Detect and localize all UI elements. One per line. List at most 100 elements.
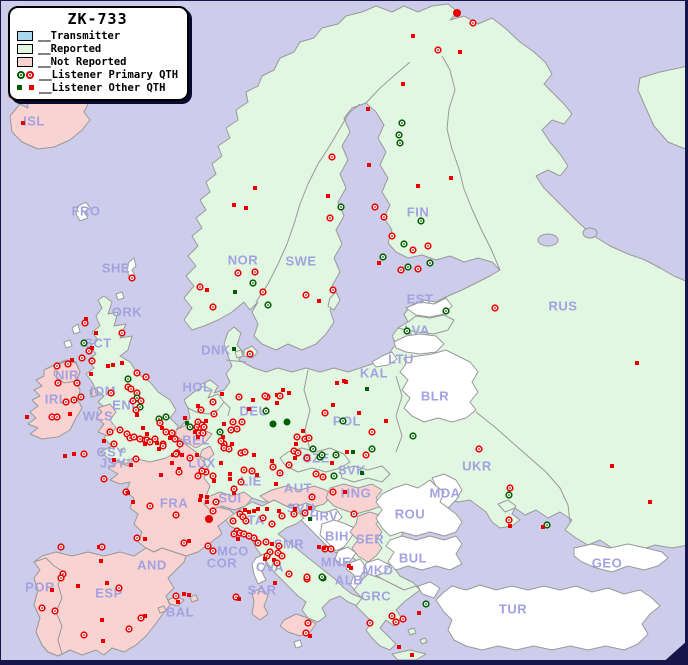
country-label-fro: FRO [72,203,101,218]
listener-marker-rp [98,543,106,551]
country-label-rou: ROU [395,506,425,521]
listener-other-swatch [17,85,34,90]
listener-marker-ro [155,441,159,445]
listener-marker-ro [170,461,174,465]
listener-marker-rp [240,466,248,474]
listener-marker-rp [115,584,123,592]
hebrides-islands [63,323,81,349]
listener-marker-rp [397,266,405,274]
listener-marker-ro [277,509,281,513]
listener-marker-rp [146,502,154,510]
listener-marker-ro [610,464,614,468]
listener-marker-ro [273,581,277,585]
listener-marker-rp [227,426,235,434]
listener-marker-rp [261,392,269,400]
listener-marker-ro [367,163,371,167]
listener-marker-rp [78,354,86,362]
listener-marker-rp [302,629,310,637]
listener-marker-ro [236,537,240,541]
region-bih [319,519,357,552]
listener-marker-gp [337,203,345,211]
listener-marker-rp [116,426,124,434]
listener-marker-gf [283,418,291,426]
listener-marker-ro [221,435,225,439]
country-label-ukr: UKR [462,458,492,473]
listener-marker-rp [100,475,108,483]
listener-marker-ro [294,442,298,446]
listener-marker-rp [491,304,499,312]
listener-marker-ro [357,411,361,415]
legend-row-reported: __Reported [17,42,178,55]
listener-marker-rp [107,389,115,397]
listener-marker-rp [327,545,335,553]
listener-marker-rp [118,329,126,337]
country-label-dnk: DNK [201,342,231,357]
listener-marker-ro [90,346,94,350]
country-label-sui: SUI [218,490,241,505]
listener-marker-gp [426,259,434,267]
listener-marker-rp [434,46,442,54]
listener-marker-ro [143,537,147,541]
listener-marker-ro [330,461,334,465]
channel-island-gsy [120,448,126,453]
listener-marker-rp [414,265,422,273]
listener-marker-ro [205,495,209,499]
region-bul [385,535,463,571]
country-label-she: SHE [102,260,130,275]
listener-marker-gp [309,445,317,453]
country-label-ork: ORK [112,304,143,319]
listener-marker-ro [255,473,259,477]
listener-marker-go [233,290,237,294]
listener-marker-ro [230,442,234,446]
listener-marker-ro [293,507,297,511]
listener-marker-rp [51,607,59,615]
listener-marker-rp [237,478,245,486]
listener-marker-rp [70,396,78,404]
listener-marker-rp [80,450,88,458]
frame-right-bar [685,0,688,665]
listener-marker-ro [293,456,297,460]
listener-marker-gp [404,263,412,271]
listener-marker-rp [133,369,141,377]
listener-marker-ro [349,566,353,570]
listener-marker-ro [256,507,260,511]
listener-marker-rp [366,619,374,627]
region-hol [183,385,225,415]
listener-marker-ro [252,509,256,513]
listener-marker-go [365,387,369,391]
country-label-rus: RUS [549,298,578,313]
listener-marker-ro [228,477,232,481]
region-geo [573,543,669,573]
listener-marker-rp [294,449,302,457]
listener-marker-rp [172,592,180,600]
frame-bottom-bar [0,660,688,665]
listener-marker-ro [458,50,462,54]
listener-marker-ro [326,194,330,198]
listener-marker-rp [268,520,276,528]
listener-marker-gp [318,573,326,581]
listener-marker-rp [132,406,140,414]
listener-marker-rp [362,451,370,459]
listener-marker-ro [76,584,80,588]
listener-marker-rp [251,268,259,276]
listener-marker-ro [220,392,224,396]
listener-marker-ro [141,426,145,430]
listener-marker-rp [262,538,270,546]
listener-marker-gp [379,253,387,261]
listener-marker-ro [126,491,130,495]
region-crete [391,649,427,661]
listener-marker-ro [322,546,326,550]
listener-marker-ro [25,415,29,419]
listener-marker-ro [143,614,147,618]
listener-marker-ro [84,317,88,321]
region-lva [397,314,455,335]
listener-marker-rp [128,274,136,282]
country-label-tur: TUR [499,601,527,616]
country-label-ltu: LTU [388,351,414,366]
country-label-swe: SWE [285,253,316,268]
country-label-blr: BLR [421,388,449,403]
listener-marker-ro [72,452,76,456]
listener-marker-rp [209,507,217,515]
listener-marker-ro [135,413,139,417]
listener-marker-ro [94,331,98,335]
